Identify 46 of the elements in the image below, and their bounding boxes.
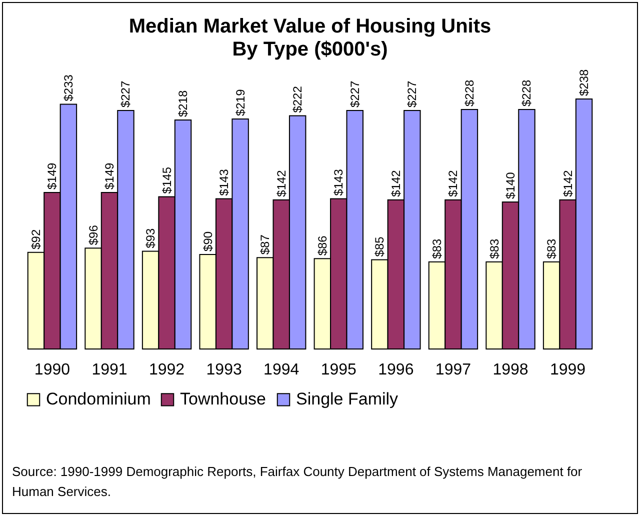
data-label: $83 (544, 238, 559, 259)
data-label: $149 (102, 162, 116, 190)
legend-label: Condominium (46, 390, 151, 409)
chart-subtitle: By Type ($000's) (232, 38, 388, 60)
data-label: $143 (332, 168, 346, 196)
data-label: $140 (504, 172, 518, 199)
x-tick-label: 1995 (320, 362, 357, 378)
x-tick-label: 1994 (264, 362, 300, 378)
data-label: $227 (405, 80, 420, 108)
data-label: $142 (274, 170, 288, 197)
data-label: $227 (118, 80, 133, 108)
data-label: $218 (176, 90, 190, 118)
x-tick-label: 1991 (92, 362, 128, 378)
x-tick-label: 1993 (206, 362, 242, 378)
x-tick-label: 1998 (492, 362, 528, 378)
data-label: $228 (520, 79, 534, 107)
data-label: $86 (315, 235, 330, 256)
data-label: $92 (28, 229, 43, 250)
data-label: $143 (217, 168, 232, 196)
data-label: $83 (487, 238, 502, 259)
data-label: $142 (446, 170, 460, 197)
data-label: $96 (86, 224, 100, 246)
data-label: $222 (290, 86, 305, 113)
legend-label: Single Family (296, 390, 399, 409)
x-tick-label: 1992 (148, 362, 185, 378)
data-label: $83 (430, 238, 444, 259)
data-label: $227 (348, 80, 362, 108)
data-label: $93 (144, 228, 158, 248)
chart-title: Median Market Value of Housing Units (128, 15, 492, 38)
legend-label: Townhouse (180, 390, 266, 409)
data-label: $142 (388, 170, 403, 197)
data-label: $142 (560, 170, 575, 197)
data-label: $228 (462, 79, 476, 107)
data-label: $85 (372, 236, 387, 257)
source-note: Source: 1990-1999 Demographic Reports, Fairfax County Department of Systems Management for Human Services. (12, 463, 584, 501)
x-tick-label: 1990 (34, 362, 70, 378)
data-label: $233 (61, 74, 76, 102)
x-tick-label: 1996 (378, 362, 414, 378)
data-label: $238 (577, 68, 592, 96)
data-label: $219 (233, 88, 248, 116)
x-tick-label: 1999 (550, 362, 586, 378)
data-label: $90 (200, 231, 215, 252)
data-label: $149 (45, 162, 60, 190)
data-label: $87 (258, 234, 272, 255)
data-label: $145 (160, 166, 174, 194)
x-tick-label: 1997 (435, 362, 472, 378)
